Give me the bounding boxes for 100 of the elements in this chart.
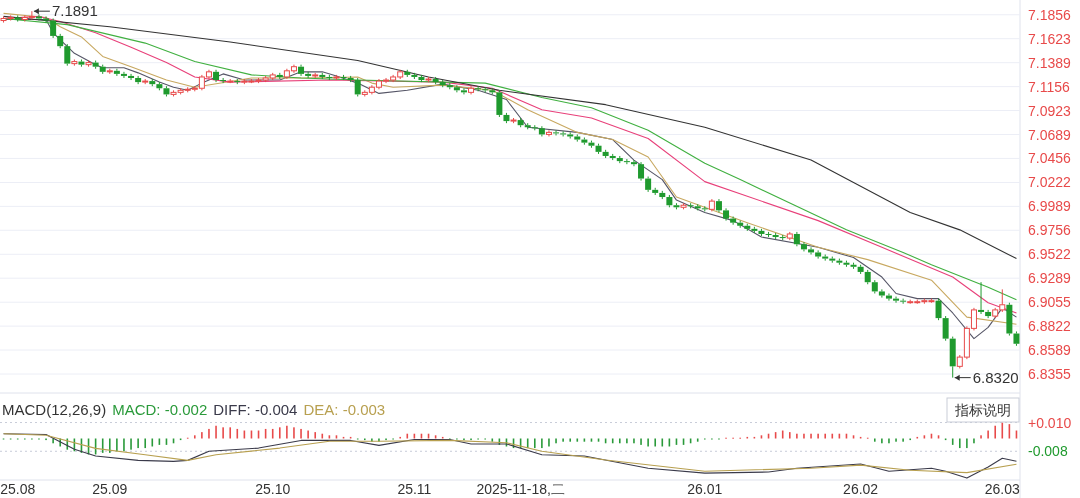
candlestick (305, 71, 312, 79)
y-tick-label: 6.9522 (1028, 246, 1072, 263)
annotation: 6.8320 (972, 368, 1019, 386)
candlestick (14, 14, 21, 23)
candlestick (864, 269, 871, 285)
candlestick (418, 74, 425, 83)
candlestick (460, 87, 467, 95)
candlestick (666, 194, 673, 208)
candlestick (340, 74, 347, 81)
candlestick (772, 232, 779, 240)
candlestick (708, 198, 715, 212)
candlestick (276, 72, 283, 80)
candlestick (99, 64, 106, 75)
candlestick (623, 158, 630, 165)
candlestick (432, 76, 439, 85)
x-tick-label: 25.09 (92, 481, 128, 497)
candlestick (213, 69, 220, 83)
y-tick-label: 6.8589 (1028, 342, 1072, 359)
candlestick (822, 253, 829, 262)
candlestick (128, 73, 135, 81)
candlestick (687, 202, 694, 209)
candlestick (113, 68, 120, 77)
y-tick-label: 7.1156 (1028, 78, 1070, 95)
candlestick (475, 85, 482, 92)
candlestick (701, 205, 708, 212)
candlestick (800, 241, 807, 252)
x-tick-label: 25.10 (255, 481, 291, 497)
series-label: DIFF: -0.004 (213, 401, 298, 418)
candlestick (723, 207, 730, 222)
candlestick (609, 153, 616, 161)
candlestick (220, 77, 227, 84)
candlestick (482, 86, 489, 93)
candlestick (815, 249, 822, 260)
candlestick (978, 281, 985, 315)
candlestick (411, 72, 418, 80)
y-tick-label: 6.8355 (1028, 366, 1072, 383)
candlestick (985, 309, 992, 319)
x-tick-label: 2025-11-18,二 (476, 481, 565, 497)
candlestick (730, 216, 737, 226)
y-tick-label: 7.0923 (1028, 102, 1072, 119)
y-tick-label: +0.010 (1028, 414, 1072, 431)
candlestick (567, 131, 574, 140)
line-series (2, 15, 1018, 260)
y-tick-label: 6.9756 (1028, 222, 1072, 239)
annotation: 7.1891 (51, 2, 98, 20)
y-tick-label: 6.8822 (1028, 318, 1072, 335)
candlestick (765, 231, 772, 238)
candlestick (468, 85, 475, 95)
candlestick (588, 140, 595, 149)
y-tick-label: 6.9055 (1028, 294, 1072, 311)
candlestick (1006, 302, 1013, 337)
candlestick (57, 33, 64, 49)
series-label: MACD: -0.002 (112, 401, 208, 418)
candlestick (595, 143, 602, 155)
x-tick-label: 26.01 (687, 481, 723, 497)
candlestick (581, 137, 588, 146)
candlestick (885, 292, 892, 302)
chart-title: MACD(12,26,9) (2, 401, 107, 418)
candlestick (404, 69, 411, 78)
candlestick (850, 262, 857, 270)
candlestick (942, 315, 949, 342)
candlestick (560, 130, 567, 137)
candlestick (715, 198, 722, 213)
candlestick (64, 43, 71, 67)
candlestick (43, 15, 50, 24)
y-tick-label: 6.9289 (1028, 270, 1072, 287)
candlestick (439, 79, 446, 88)
candlestick (149, 78, 156, 87)
y-tick-label: 7.0222 (1028, 174, 1072, 191)
candlestick (574, 133, 581, 143)
candlestick (163, 85, 170, 97)
candlestick (659, 190, 666, 200)
x-tick-label: 26.03 (984, 481, 1021, 497)
y-tick-label: 7.0689 (1028, 126, 1072, 143)
candlestick (935, 298, 942, 321)
candlestick (808, 246, 815, 255)
candlestick (878, 288, 885, 299)
candlestick (836, 258, 843, 266)
candlestick (35, 13, 42, 22)
candlestick (531, 124, 538, 131)
candlestick (517, 117, 524, 128)
candlestick (545, 129, 552, 137)
candlestick (234, 78, 241, 85)
y-tick-label: 6.9989 (1028, 198, 1072, 215)
candlestick (503, 112, 510, 124)
y-tick-label: -0.008 (1028, 443, 1068, 460)
candlestick (319, 72, 326, 80)
y-tick-label: 7.1623 (1028, 30, 1072, 47)
candlestick (553, 129, 560, 136)
candlestick (779, 234, 786, 241)
candlestick (120, 71, 127, 79)
candlestick (793, 231, 800, 247)
candlestick (354, 77, 361, 97)
candlestick (673, 202, 680, 210)
x-tick-label: 26.02 (843, 481, 879, 497)
candlestick (496, 89, 503, 118)
candlestick (347, 75, 354, 83)
x-tick-label: 25.08 (0, 481, 36, 497)
candlestick (843, 260, 850, 268)
candlestick (638, 161, 645, 182)
